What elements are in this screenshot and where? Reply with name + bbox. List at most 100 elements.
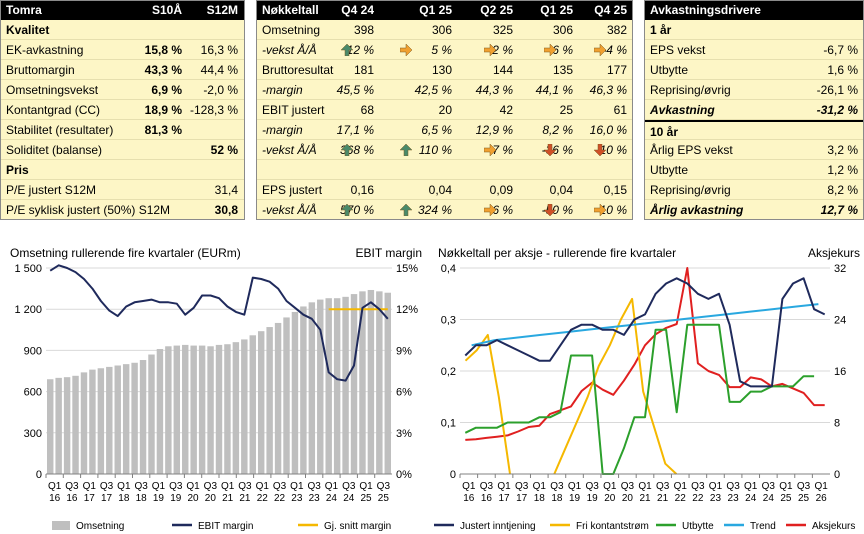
legend-justert-inntjening-label: Justert inntjening — [460, 521, 536, 532]
y-tick-label: 1 200 — [14, 304, 42, 316]
legend-omsetning-swatch — [52, 521, 70, 530]
nokkeltall-value: 0,16 — [350, 183, 374, 197]
x-tick-label-year: 21 — [222, 493, 234, 504]
nokkeltall-label: -vekst Å/Å — [262, 203, 317, 217]
nokkeltall-value: 382 — [606, 23, 627, 37]
nokkeltall-row: Omsetning 398 306 325 306 382 — [257, 20, 632, 40]
y-right-tick-label: 12% — [396, 304, 418, 316]
y-right-tick-label: 16 — [834, 366, 846, 378]
nokkeltall-value: 135 — [552, 63, 573, 77]
bar-omsetning — [173, 345, 181, 474]
kvalitet-label: P/E syklisk justert (50%) S12M — [6, 203, 171, 217]
y-tick-label: 0 — [36, 469, 42, 481]
x-tick-label: Q1 — [638, 481, 652, 492]
bar-omsetning — [47, 379, 54, 474]
x-tick-label-year: 18 — [551, 493, 563, 504]
arrow-right-icon — [484, 144, 496, 156]
avkastning-row: 10 år — [645, 120, 863, 140]
arrow-right-icon — [594, 204, 606, 216]
x-tick-label-year: 20 — [187, 493, 199, 504]
chart-left-right-label: EBIT margin — [356, 246, 422, 260]
x-tick-label: Q1 — [117, 481, 131, 492]
nokkeltall-value: -10 % — [595, 203, 627, 217]
x-tick-label: Q3 — [550, 481, 564, 492]
nokkeltall-row: -vekst Å/Å 570 % 324 % 6 % -50 % -10 % — [257, 200, 632, 219]
line-ebit-margin — [49, 264, 389, 382]
x-tick-label: Q3 — [273, 481, 287, 492]
bar-omsetning — [122, 364, 130, 474]
y-right-tick-label: 15% — [396, 263, 418, 275]
kvalitet-row: P/E justert S12M 31,4 — [1, 180, 244, 200]
bar-omsetning — [376, 291, 383, 474]
y-right-tick-label: 8 — [834, 418, 840, 430]
nokkeltall-row: EBIT justert 68 20 42 25 61 — [257, 100, 632, 120]
x-tick-label-year: 20 — [622, 493, 634, 504]
nokkeltall-value: 0,04 — [549, 183, 573, 197]
x-tick-label: Q1 — [462, 481, 476, 492]
avkastning-row: Reprising/øvrig -26,1 % — [645, 80, 863, 100]
nokkeltall-value: 44,3 % — [475, 83, 513, 97]
kvalitet-label: Stabilitet (resultater) — [6, 123, 114, 137]
bar-omsetning — [207, 346, 214, 474]
nokkeltall-value: 61 — [613, 103, 627, 117]
nokkeltall-value: 6,5 % — [421, 123, 452, 137]
nokkeltall-value: 46,3 % — [589, 83, 627, 97]
nokkeltall-value: 5 % — [431, 43, 452, 57]
nokkeltall-value: 398 — [353, 23, 374, 37]
arrow-up-icon — [341, 44, 353, 56]
y-tick-label: 300 — [24, 428, 42, 440]
avkastning-label: 10 år — [650, 125, 679, 139]
avkastning-title: Avkastningsdrivere — [650, 3, 761, 17]
nokkeltall-row: -vekst Å/Å 368 % 110 % 7 % -36 % -10 % — [257, 140, 632, 160]
nokkeltall-label: -vekst Å/Å — [262, 43, 317, 57]
x-tick-label-year: 19 — [170, 493, 182, 504]
bar-omsetning — [72, 375, 79, 474]
nokkeltall-value: -6 % — [548, 43, 573, 57]
nokkeltall-value: 8,2 % — [542, 123, 573, 137]
y-right-tick-label: 3% — [396, 428, 412, 440]
kvalitet-row: Pris — [1, 160, 244, 180]
arrow-down-icon — [544, 204, 556, 216]
chart-right-title: Nøkkeltall per aksje - rullerende fire k… — [438, 246, 676, 260]
y-tick-label: 0 — [450, 469, 456, 481]
avkastning-value: 3,2 % — [827, 143, 858, 157]
x-tick-label-year: 19 — [587, 493, 599, 504]
avkastning-row: 1 år — [645, 20, 863, 40]
avkastning-label: Utbytte — [650, 63, 689, 77]
x-tick-label: Q1 — [497, 481, 511, 492]
kvalitet-row: EK-avkastning 15,8 % 16,3 % — [1, 40, 244, 60]
nokkeltall-value: 110 % — [418, 143, 452, 157]
y-right-tick-label: 6% — [396, 387, 412, 399]
bar-omsetning — [325, 298, 332, 474]
bar-omsetning — [384, 292, 391, 474]
x-tick-label: Q1 — [186, 481, 200, 492]
col-q2-25: Q2 25 — [480, 3, 513, 17]
x-tick-label: Q3 — [100, 481, 114, 492]
avkastning-value: -6,7 % — [823, 43, 858, 57]
x-tick-label-year: 24 — [763, 493, 775, 504]
nokkeltall-label: Bruttoresultat — [262, 63, 334, 77]
avkastning-label: Avkastning — [650, 103, 715, 117]
kvalitet-label: Bruttomargin — [6, 63, 75, 77]
avkastning-label: Reprising/øvrig — [650, 83, 731, 97]
kvalitet-s12m-value: -2,0 % — [203, 83, 238, 97]
nokkeltall-label: EPS justert — [262, 183, 323, 197]
line-justert-inntjening — [464, 277, 826, 388]
nokkeltall-value: 144 — [492, 63, 513, 77]
y-right-tick-label: 0 — [834, 469, 840, 481]
kvalitet-rows: Kvalitet EK-avkastning 15,8 % 16,3 % Bruttom… — [1, 20, 244, 219]
kvalitet-header: Tomra S10Å S12M — [1, 1, 244, 20]
legend-fri-kontantstrom-label: Fri kontantstrøm — [576, 521, 649, 532]
x-tick-label-year: 18 — [136, 493, 148, 504]
avkastning-rows: 1 år EPS vekst -6,7 % Utbytte 1,6 % Reprising… — [645, 20, 863, 219]
kvalitet-label: P/E justert S12M — [6, 183, 97, 197]
y-right-tick-label: 32 — [834, 263, 846, 275]
avkastning-label: 1 år — [650, 23, 672, 37]
x-tick-label-year: 22 — [692, 493, 704, 504]
kvalitet-s12m-value: 31,4 — [214, 183, 238, 197]
arrow-right-icon — [544, 44, 556, 56]
arrow-right-icon — [484, 204, 496, 216]
panel-kvalitet: Tomra S10Å S12M Kvalitet EK-avkastning 15,… — [0, 0, 245, 220]
x-tick-label: Q3 — [480, 481, 494, 492]
y-right-tick-label: 0% — [396, 469, 412, 481]
